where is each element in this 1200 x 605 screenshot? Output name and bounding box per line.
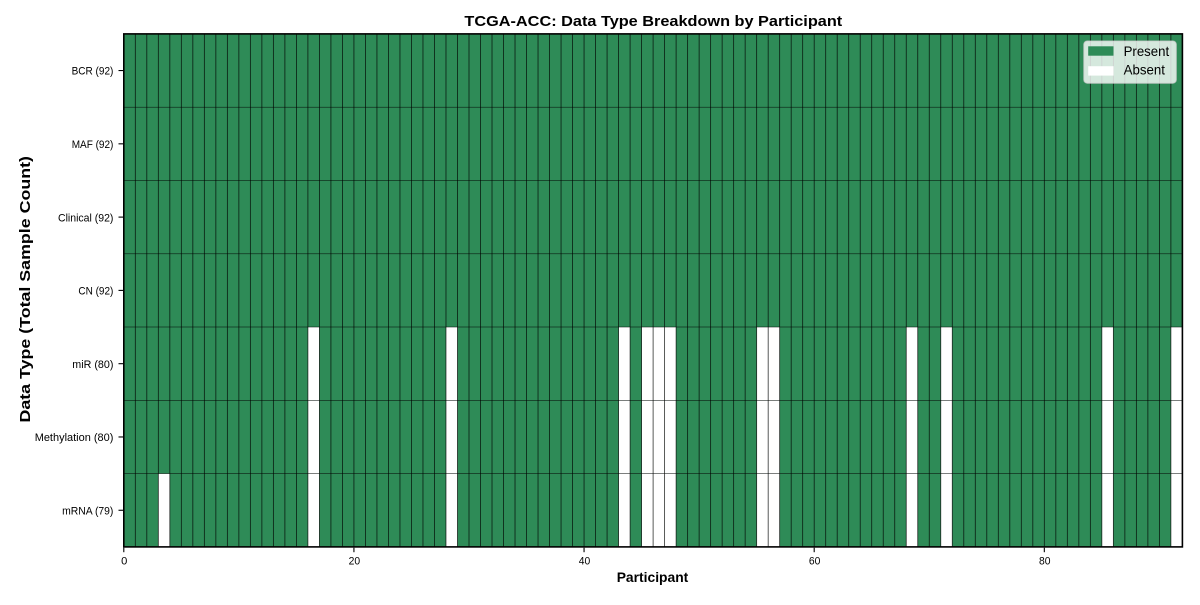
svg-text:CN (92): CN (92) (78, 286, 113, 298)
svg-text:20: 20 (349, 555, 361, 567)
svg-text:0: 0 (121, 555, 127, 567)
svg-text:Methylation (80): Methylation (80) (35, 432, 114, 444)
svg-text:60: 60 (809, 555, 821, 567)
svg-text:Clinical (92): Clinical (92) (58, 212, 113, 224)
svg-text:Participant: Participant (617, 569, 689, 585)
svg-text:Present: Present (1124, 43, 1170, 59)
svg-text:Data Type (Total Sample Count): Data Type (Total Sample Count) (17, 156, 34, 423)
svg-text:80: 80 (1039, 555, 1051, 567)
svg-text:BCR (92): BCR (92) (72, 66, 114, 78)
svg-text:MAF (92): MAF (92) (72, 139, 114, 151)
svg-text:mRNA (79): mRNA (79) (62, 505, 113, 517)
svg-text:40: 40 (579, 555, 591, 567)
svg-text:miR (80): miR (80) (72, 359, 113, 371)
svg-text:TCGA-ACC: Data Type Breakdown: TCGA-ACC: Data Type Breakdown by Partici… (464, 13, 842, 30)
svg-text:Absent: Absent (1124, 62, 1165, 78)
